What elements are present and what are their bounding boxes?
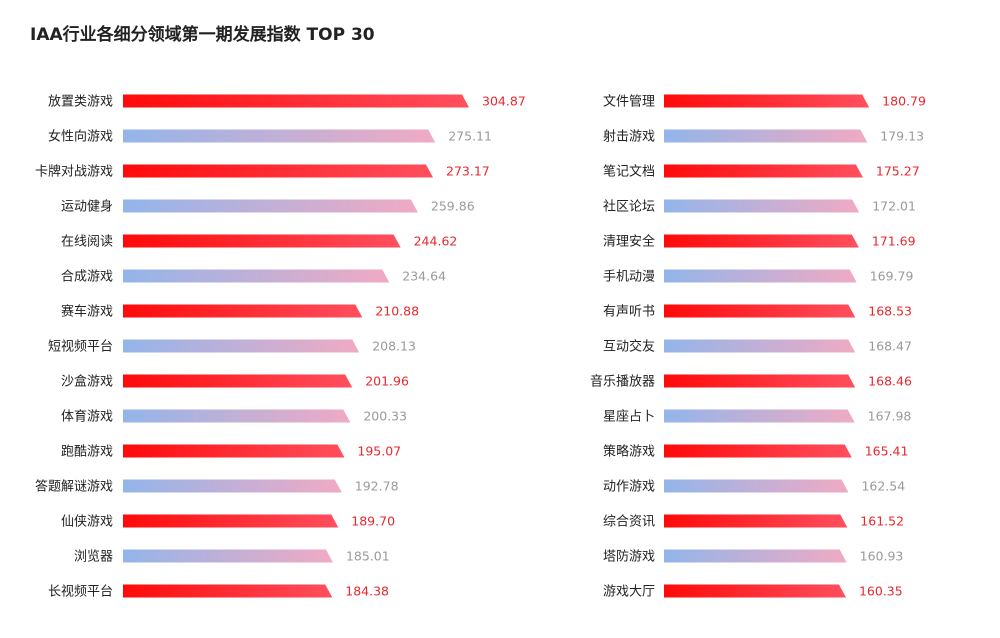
data-label: 192.78 bbox=[355, 479, 399, 494]
category-label: 体育游戏 bbox=[61, 409, 113, 425]
data-label: 200.33 bbox=[363, 409, 407, 424]
data-label: 167.98 bbox=[868, 409, 912, 424]
data-label: 244.62 bbox=[414, 234, 458, 249]
bar bbox=[123, 269, 390, 283]
category-label: 短视频平台 bbox=[48, 340, 113, 355]
bar bbox=[123, 584, 333, 598]
bar bbox=[664, 94, 870, 108]
category-label: 音乐播放器 bbox=[590, 374, 655, 390]
category-label: 赛车游戏 bbox=[61, 304, 113, 320]
bar bbox=[123, 549, 333, 563]
bar bbox=[664, 234, 859, 248]
data-label: 168.46 bbox=[868, 374, 912, 389]
category-label: 星座占卜 bbox=[603, 410, 655, 425]
data-label: 168.47 bbox=[868, 339, 912, 354]
category-label: 在线阅读 bbox=[61, 235, 113, 250]
bar bbox=[123, 444, 345, 458]
category-label: 动作游戏 bbox=[603, 480, 655, 495]
data-label: 168.53 bbox=[868, 304, 912, 319]
data-label: 169.79 bbox=[870, 269, 914, 284]
data-label: 165.41 bbox=[865, 444, 909, 459]
category-label: 笔记文档 bbox=[603, 164, 655, 180]
category-label: 浏览器 bbox=[74, 549, 113, 565]
bar bbox=[123, 374, 353, 388]
data-label: 210.88 bbox=[375, 304, 419, 319]
data-label: 160.35 bbox=[859, 584, 903, 599]
category-label: 答题解谜游戏 bbox=[35, 479, 113, 495]
data-label: 184.38 bbox=[345, 584, 389, 599]
bar bbox=[123, 234, 401, 248]
bar bbox=[664, 409, 855, 423]
data-label: 304.87 bbox=[482, 94, 526, 109]
bar bbox=[123, 199, 418, 213]
bar bbox=[123, 304, 363, 318]
data-label: 273.17 bbox=[446, 164, 490, 179]
data-label: 161.52 bbox=[860, 514, 904, 529]
category-label: 沙盒游戏 bbox=[61, 374, 113, 390]
bar bbox=[123, 409, 351, 423]
data-label: 189.70 bbox=[351, 514, 395, 529]
category-label: 文件管理 bbox=[603, 95, 655, 110]
bar bbox=[664, 129, 868, 143]
bar bbox=[664, 304, 856, 318]
data-label: 275.11 bbox=[448, 129, 492, 144]
category-label: 有声听书 bbox=[603, 305, 655, 320]
bar bbox=[664, 199, 860, 213]
category-label: 放置类游戏 bbox=[48, 95, 113, 110]
data-label: 185.01 bbox=[346, 549, 390, 564]
bar bbox=[123, 164, 434, 178]
chart-title: IAA行业各细分领域第一期发展指数 TOP 30 bbox=[30, 25, 375, 45]
bar bbox=[664, 164, 863, 178]
category-label: 综合资讯 bbox=[603, 515, 655, 530]
data-label: 160.93 bbox=[860, 549, 904, 564]
category-label: 社区论坛 bbox=[603, 199, 655, 215]
bar bbox=[664, 444, 852, 458]
category-label: 策略游戏 bbox=[603, 444, 655, 460]
data-label: 195.07 bbox=[357, 444, 401, 459]
data-label: 180.79 bbox=[882, 94, 926, 109]
bar bbox=[664, 374, 856, 388]
data-label: 171.69 bbox=[872, 234, 916, 249]
data-label: 172.01 bbox=[872, 199, 916, 214]
category-label: 运动健身 bbox=[61, 199, 113, 215]
data-label: 208.13 bbox=[372, 339, 416, 354]
data-label: 162.54 bbox=[861, 479, 905, 494]
data-label: 179.13 bbox=[880, 129, 924, 144]
bar bbox=[664, 514, 848, 528]
bar bbox=[664, 479, 849, 493]
data-label: 201.96 bbox=[365, 374, 409, 389]
bar bbox=[664, 339, 856, 353]
data-label: 234.64 bbox=[402, 269, 446, 284]
category-label: 长视频平台 bbox=[48, 585, 113, 600]
category-label: 游戏大厅 bbox=[603, 585, 655, 600]
category-label: 手机动漫 bbox=[603, 270, 655, 285]
bar bbox=[664, 584, 846, 598]
bar bbox=[123, 514, 339, 528]
category-label: 互动交友 bbox=[603, 339, 655, 355]
data-label: 259.86 bbox=[431, 199, 475, 214]
category-label: 女性向游戏 bbox=[48, 129, 113, 145]
bar bbox=[123, 339, 360, 353]
bar bbox=[664, 549, 847, 563]
category-label: 塔防游戏 bbox=[603, 549, 655, 565]
category-label: 清理安全 bbox=[603, 234, 655, 250]
bar bbox=[123, 94, 469, 108]
category-label: 合成游戏 bbox=[61, 270, 113, 285]
bar bbox=[123, 129, 436, 143]
bar bbox=[123, 479, 342, 493]
category-label: 跑酷游戏 bbox=[61, 445, 113, 460]
category-label: 射击游戏 bbox=[603, 129, 655, 145]
category-label: 卡牌对战游戏 bbox=[35, 164, 113, 180]
bar bbox=[664, 269, 857, 283]
data-label: 175.27 bbox=[876, 164, 920, 179]
category-label: 仙侠游戏 bbox=[61, 515, 113, 530]
